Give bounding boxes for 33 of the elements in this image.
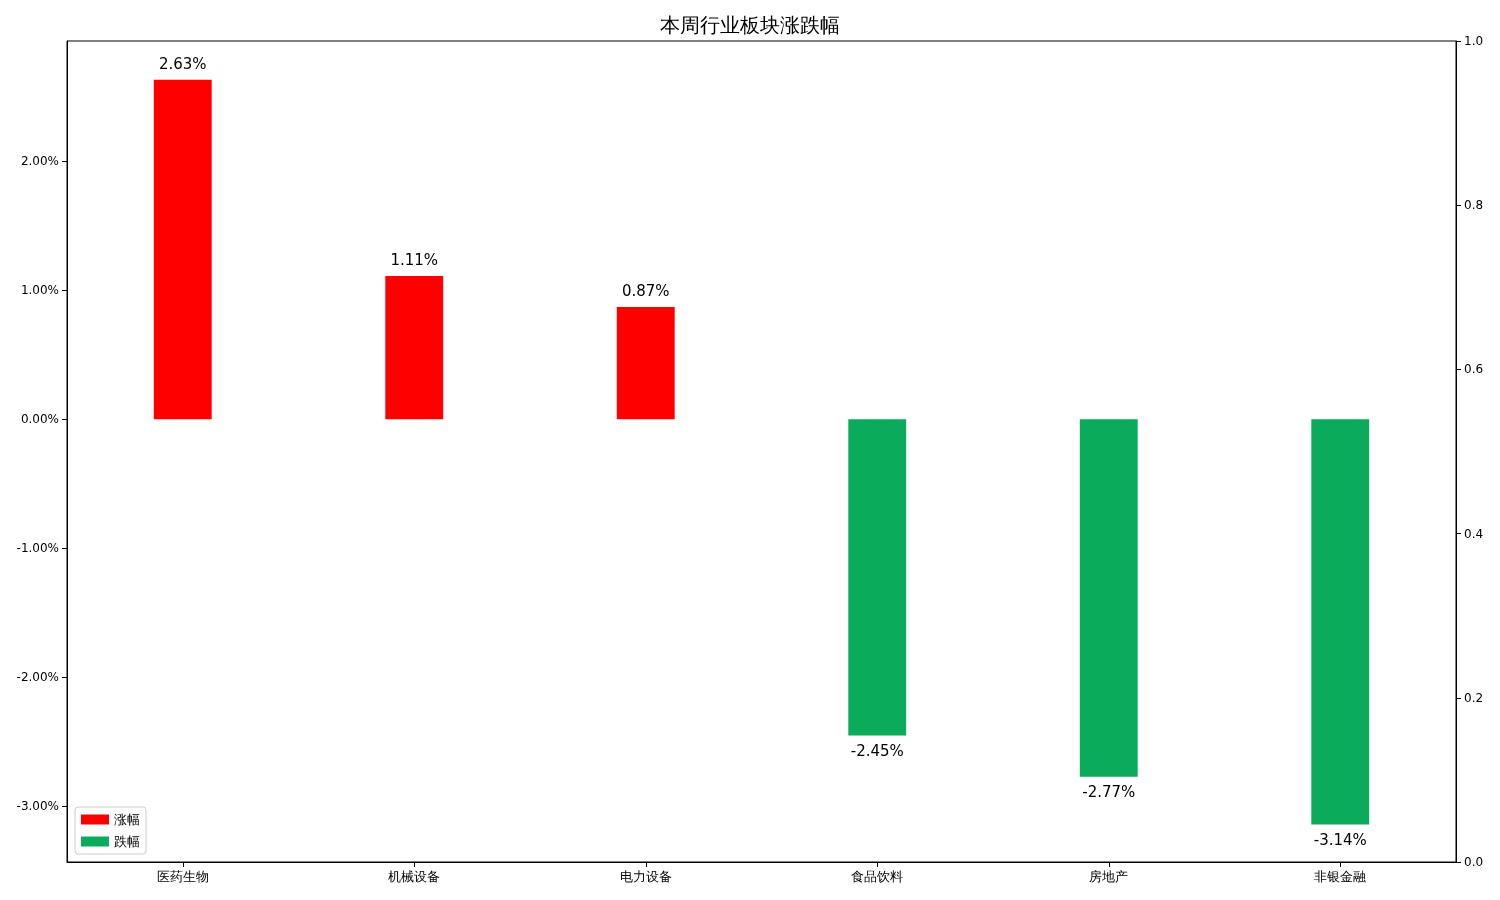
data-label: -3.14% — [1313, 831, 1367, 850]
y-tick-label: -2.00% — [16, 670, 59, 685]
x-tick-label: 食品饮料 — [851, 869, 904, 884]
y-tick-label: -3.00% — [16, 799, 59, 814]
y-tick-label: 0.00% — [20, 412, 59, 427]
legend-label: 跌幅 — [114, 834, 140, 849]
y-tick-label: 2.00% — [20, 154, 59, 169]
y-tick-label: -1.00% — [16, 541, 59, 556]
y2-tick-label: 0.4 — [1464, 526, 1484, 541]
bar — [385, 275, 444, 420]
y2-tick-label: 0.2 — [1464, 690, 1484, 705]
x-tick-label: 医药生物 — [156, 869, 209, 884]
chart-title: 本周行业板块涨跌幅 — [660, 13, 840, 37]
data-label: 1.11% — [390, 251, 439, 270]
data-label: 0.87% — [621, 282, 670, 301]
bar — [1311, 419, 1370, 825]
legend-label: 涨幅 — [114, 812, 140, 827]
x-tick-label: 机械设备 — [388, 869, 441, 884]
y2-tick-label: 0.8 — [1464, 198, 1484, 213]
bar — [848, 419, 907, 736]
bar — [153, 79, 212, 420]
data-label: -2.77% — [1082, 783, 1136, 802]
x-tick-label: 电力设备 — [619, 869, 672, 884]
bar — [1079, 419, 1138, 777]
y2-tick-label: 0.6 — [1464, 362, 1484, 377]
y2-tick-label: 0.0 — [1464, 855, 1484, 869]
y-tick-label: 1.00% — [20, 283, 59, 298]
data-label: -2.45% — [850, 741, 904, 760]
x-tick-label: 房地产 — [1089, 869, 1129, 884]
x-tick-label: 非银金融 — [1314, 869, 1367, 884]
data-label: 2.63% — [158, 55, 207, 74]
y2-tick-label: 1.0 — [1464, 34, 1484, 48]
bar — [616, 306, 675, 420]
